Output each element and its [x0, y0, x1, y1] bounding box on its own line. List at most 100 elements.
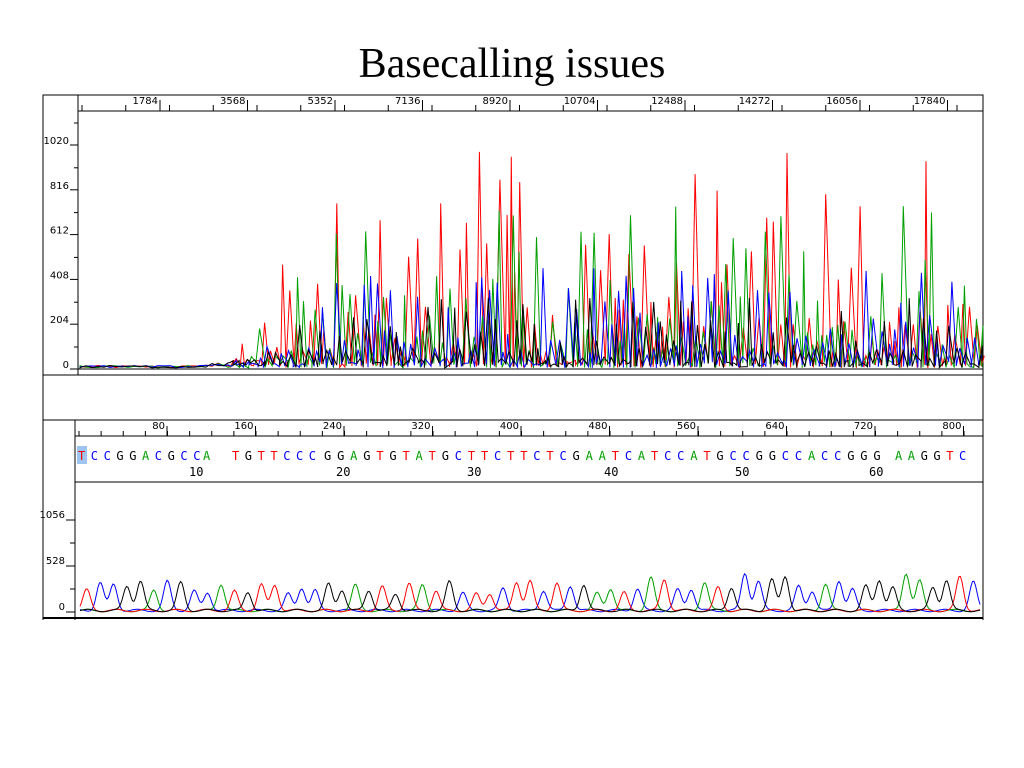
raw-top-tick-label: 14272	[739, 96, 771, 107]
base-t[interactable]: T	[78, 449, 85, 463]
base-g[interactable]: G	[921, 449, 928, 463]
trace-t	[79, 575, 981, 613]
base-t[interactable]: T	[468, 449, 475, 463]
raw-top-tick-label: 5352	[308, 96, 333, 107]
bc-y-axis-ticks: 0 528 1056	[40, 510, 75, 613]
base-g[interactable]: G	[116, 449, 123, 463]
base-c[interactable]: C	[729, 449, 736, 463]
base-g[interactable]: G	[573, 449, 580, 463]
base-c[interactable]: C	[296, 449, 303, 463]
base-c[interactable]: C	[664, 449, 671, 463]
base-c[interactable]: C	[104, 449, 111, 463]
bc-y-tick-label: 0	[59, 602, 65, 613]
base-t[interactable]: T	[612, 449, 619, 463]
selected-base-highlight[interactable]	[77, 446, 87, 464]
base-g[interactable]: G	[442, 449, 449, 463]
bc-top-tick-label: 640	[765, 421, 784, 432]
raw-y-tick-label: 0	[63, 360, 69, 371]
bc-top-tick-label: 320	[411, 421, 430, 432]
base-g[interactable]: G	[716, 449, 723, 463]
base-g[interactable]: G	[363, 449, 370, 463]
base-t[interactable]: T	[507, 449, 514, 463]
base-g[interactable]: G	[769, 449, 776, 463]
base-c[interactable]: C	[559, 449, 566, 463]
raw-y-tick-label: 816	[50, 181, 69, 192]
base-c[interactable]: C	[309, 449, 316, 463]
base-t[interactable]: T	[376, 449, 383, 463]
bc-top-axis-ticks: 80 160 240 320 400 480 560 640 720 800	[78, 421, 965, 436]
bc-top-tick-label: 160	[234, 421, 253, 432]
base-c[interactable]: C	[959, 449, 966, 463]
base-t[interactable]: T	[946, 449, 953, 463]
base-c[interactable]: C	[283, 449, 290, 463]
base-t[interactable]: T	[270, 449, 277, 463]
base-c[interactable]: C	[834, 449, 841, 463]
base-a[interactable]: A	[690, 449, 698, 463]
base-t[interactable]: T	[481, 449, 488, 463]
base-t[interactable]: T	[703, 449, 710, 463]
base-c[interactable]: C	[795, 449, 802, 463]
bc-top-tick-label: 720	[854, 421, 873, 432]
bc-trace-lines	[79, 572, 981, 613]
bc-top-tick-label: 560	[677, 421, 696, 432]
base-g[interactable]: G	[168, 449, 175, 463]
base-t[interactable]: T	[429, 449, 436, 463]
bc-top-tick-label: 240	[323, 421, 342, 432]
base-a[interactable]: A	[908, 449, 916, 463]
trace-g	[79, 297, 983, 369]
base-t[interactable]: T	[520, 449, 527, 463]
base-g[interactable]: G	[129, 449, 136, 463]
base-index-label: 20	[336, 465, 350, 479]
base-a[interactable]: A	[808, 449, 816, 463]
base-index-labels: 10 20 30 40 50 60	[189, 465, 883, 479]
bc-top-tick-label: 80	[152, 421, 165, 432]
base-a[interactable]: A	[638, 449, 646, 463]
base-g[interactable]: G	[860, 449, 867, 463]
base-c[interactable]: C	[180, 449, 187, 463]
raw-y-tick-label: 1020	[44, 136, 69, 147]
base-c[interactable]: C	[782, 449, 789, 463]
base-g[interactable]: G	[873, 449, 880, 463]
base-t[interactable]: T	[232, 449, 239, 463]
bc-top-tick-label: 400	[500, 421, 519, 432]
base-a[interactable]: A	[350, 449, 358, 463]
base-t[interactable]: T	[402, 449, 409, 463]
base-c[interactable]: C	[625, 449, 632, 463]
raw-top-axis-ticks: 1784 3568 5352 7136 8920 10704 12488 14272 16056…	[81, 96, 958, 111]
base-c[interactable]: C	[155, 449, 162, 463]
base-g[interactable]: G	[756, 449, 763, 463]
base-g[interactable]: G	[389, 449, 396, 463]
trace-t	[79, 151, 985, 369]
base-c[interactable]: C	[533, 449, 540, 463]
base-c[interactable]: C	[193, 449, 200, 463]
raw-y-tick-label: 612	[50, 226, 69, 237]
base-g[interactable]: G	[337, 449, 344, 463]
base-c[interactable]: C	[91, 449, 98, 463]
raw-top-tick-label: 8920	[483, 96, 508, 107]
separator-band	[42, 374, 984, 421]
base-c[interactable]: C	[455, 449, 462, 463]
base-g[interactable]: G	[847, 449, 854, 463]
trace-a	[79, 206, 984, 369]
base-t[interactable]: T	[546, 449, 553, 463]
base-a[interactable]: A	[203, 449, 211, 463]
base-c[interactable]: C	[821, 449, 828, 463]
base-t[interactable]: T	[651, 449, 658, 463]
base-c[interactable]: C	[494, 449, 501, 463]
bc-y-tick-label: 1056	[40, 510, 65, 521]
base-a[interactable]: A	[895, 449, 903, 463]
raw-trace-lines	[79, 151, 985, 370]
base-a[interactable]: A	[599, 449, 607, 463]
base-t[interactable]: T	[258, 449, 265, 463]
base-c[interactable]: C	[743, 449, 750, 463]
base-g[interactable]: G	[245, 449, 252, 463]
base-a[interactable]: A	[416, 449, 424, 463]
base-g[interactable]: G	[933, 449, 940, 463]
base-a[interactable]: A	[586, 449, 594, 463]
base-g[interactable]: G	[324, 449, 331, 463]
trace-c	[79, 268, 983, 370]
base-a[interactable]: A	[142, 449, 150, 463]
base-c[interactable]: C	[677, 449, 684, 463]
